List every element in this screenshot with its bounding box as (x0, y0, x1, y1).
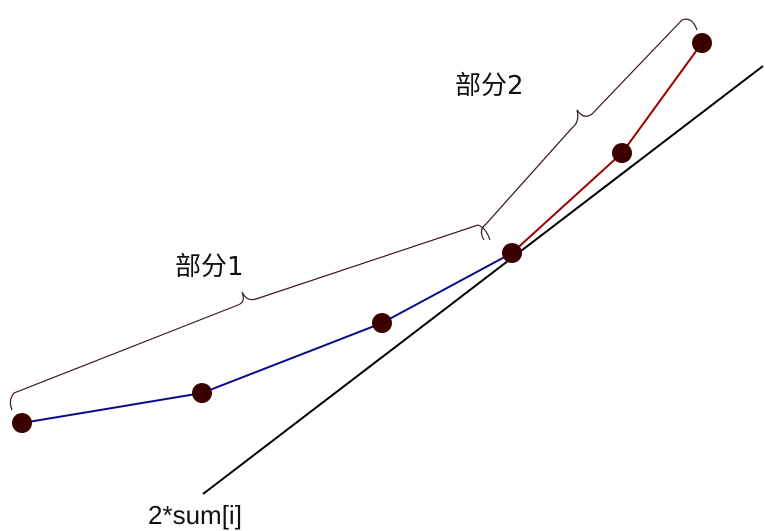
point-5 (612, 143, 632, 163)
tangent-line-label: 2*sum[i] (148, 500, 242, 530)
part2-polyline (511, 42, 703, 254)
point-1 (12, 413, 32, 433)
points-group (12, 33, 712, 433)
point-4 (502, 243, 522, 263)
part2-label: 部分2 (455, 71, 524, 101)
part1-polyline (21, 252, 513, 424)
point-6 (692, 33, 712, 53)
part2-brace (480, 18, 698, 241)
part1-label: 部分1 (175, 252, 244, 282)
point-2 (192, 383, 212, 403)
point-3 (372, 313, 392, 333)
part1-brace (9, 224, 491, 411)
tangent-line (202, 65, 764, 495)
